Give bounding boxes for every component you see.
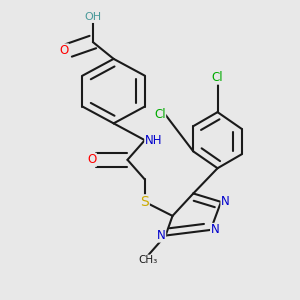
Text: CH₃: CH₃ [139, 255, 158, 265]
Text: OH: OH [84, 12, 101, 22]
Text: Cl: Cl [212, 71, 224, 84]
Text: Cl: Cl [154, 108, 166, 122]
Text: NH: NH [145, 134, 162, 147]
Text: N: N [211, 224, 219, 236]
Text: O: O [59, 44, 69, 57]
Text: N: N [157, 229, 166, 242]
Text: O: O [87, 153, 96, 166]
Text: S: S [140, 195, 149, 209]
Text: N: N [221, 195, 230, 208]
